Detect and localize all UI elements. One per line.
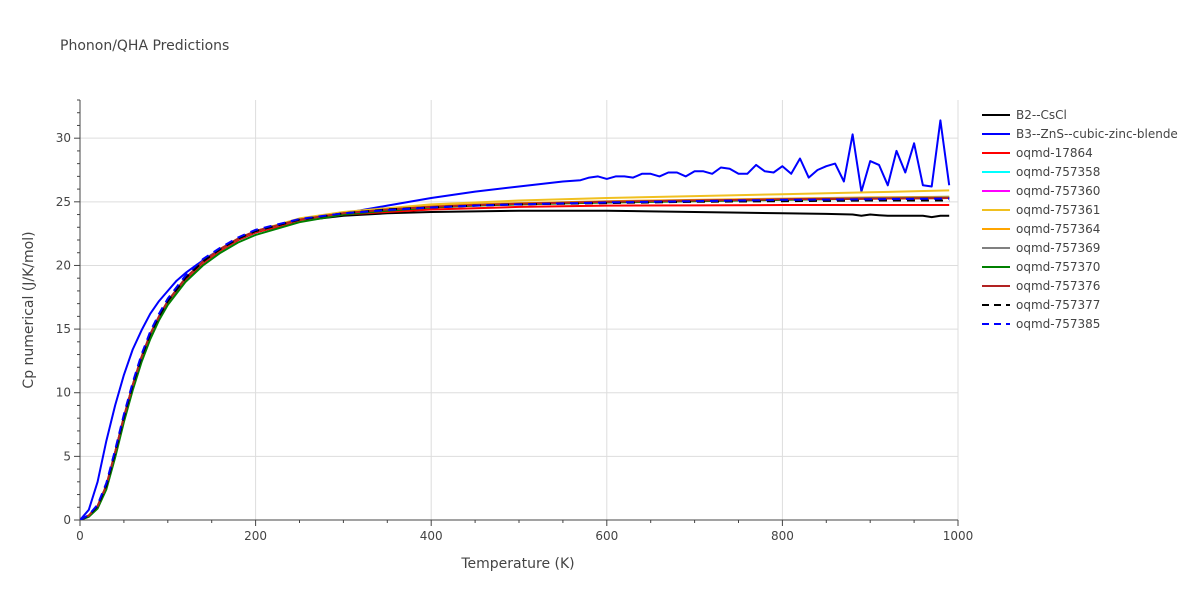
x-tick-label: 1000 xyxy=(943,529,974,543)
y-tick-label: 5 xyxy=(63,449,71,463)
legend-label: B3--ZnS--cubic-zinc-blende xyxy=(1016,127,1178,141)
legend-item[interactable]: oqmd-757370 xyxy=(982,260,1100,274)
series-line-oqmd-17864 xyxy=(80,204,950,520)
legend-item[interactable]: oqmd-757364 xyxy=(982,222,1100,236)
x-tick-label: 600 xyxy=(595,529,618,543)
y-tick-label: 25 xyxy=(56,195,71,209)
series-line-oqmd-757358 xyxy=(80,195,950,520)
y-tick-label: 20 xyxy=(56,258,71,272)
plot-area xyxy=(80,119,951,520)
x-tick-label: 200 xyxy=(244,529,267,543)
legend-item[interactable]: oqmd-757358 xyxy=(982,165,1100,179)
y-tick-label: 15 xyxy=(56,322,71,336)
legend-label: oqmd-757369 xyxy=(1016,241,1100,255)
legend-label: oqmd-757358 xyxy=(1016,165,1100,179)
series-line-oqmd-757361 xyxy=(80,189,950,520)
legend-item[interactable]: oqmd-757377 xyxy=(982,298,1100,312)
legend-item[interactable]: oqmd-757360 xyxy=(982,184,1100,198)
legend-item[interactable]: B2--CsCl xyxy=(982,108,1067,122)
legend-item[interactable]: oqmd-17864 xyxy=(982,146,1093,160)
legend-label: oqmd-757360 xyxy=(1016,184,1100,198)
legend-label: oqmd-757370 xyxy=(1016,260,1100,274)
legend[interactable]: B2--CsCl B3--ZnS--cubic-zinc-blende oqmd-1… xyxy=(982,108,1178,331)
chart-title: Phonon/QHA Predictions xyxy=(60,38,229,54)
legend-label: B2--CsCl xyxy=(1016,108,1067,122)
series-line-oqmd-757370 xyxy=(80,197,950,520)
y-tick-label: 30 xyxy=(56,131,71,145)
series-line-B3--ZnS--cubic-zinc-blende xyxy=(80,119,951,520)
legend-label: oqmd-757376 xyxy=(1016,279,1100,293)
x-tick-label: 400 xyxy=(420,529,443,543)
series-line-oqmd-757376 xyxy=(80,197,950,520)
legend-label: oqmd-757377 xyxy=(1016,298,1100,312)
x-axis-title: Temperature (K) xyxy=(460,556,574,572)
axes: 0 200 400 600 800 1000 0 5 10 15 20 25 30 xyxy=(56,99,974,543)
legend-item[interactable]: B3--ZnS--cubic-zinc-blende xyxy=(982,127,1178,141)
series-line-oqmd-757385 xyxy=(80,197,950,520)
series-line-oqmd-757369 xyxy=(80,196,950,520)
y-axis-title: Cp numerical (J/K/mol) xyxy=(21,231,37,388)
series-line-oqmd-757360 xyxy=(80,197,950,520)
legend-label: oqmd-757361 xyxy=(1016,203,1100,217)
y-tick-label: 0 xyxy=(63,513,71,527)
legend-item[interactable]: oqmd-757361 xyxy=(982,203,1100,217)
series-line-oqmd-757364 xyxy=(80,195,950,520)
y-tick-label: 10 xyxy=(56,386,71,400)
grid xyxy=(80,100,959,520)
legend-item[interactable]: oqmd-757369 xyxy=(982,241,1100,255)
legend-item[interactable]: oqmd-757376 xyxy=(982,279,1100,293)
series-line-oqmd-757377 xyxy=(80,199,950,520)
legend-label: oqmd-757385 xyxy=(1016,317,1100,331)
x-tick-label: 800 xyxy=(771,529,794,543)
legend-label: oqmd-757364 xyxy=(1016,222,1100,236)
legend-item[interactable]: oqmd-757385 xyxy=(982,317,1100,331)
legend-label: oqmd-17864 xyxy=(1016,146,1093,160)
x-tick-label: 0 xyxy=(76,529,84,543)
